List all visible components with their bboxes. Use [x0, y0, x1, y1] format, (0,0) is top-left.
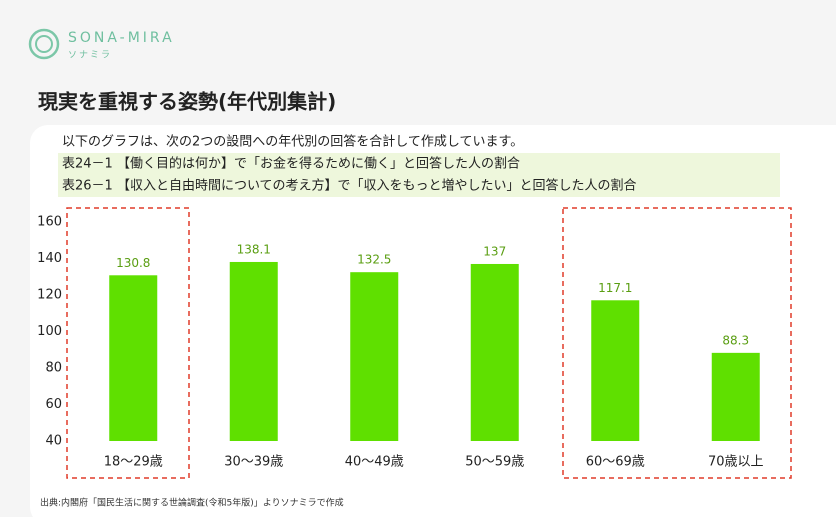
- highlight-box: [562, 207, 792, 479]
- x-tick-label: 30～39歳: [224, 455, 283, 470]
- source: 出典:内閣府「国民生活に関する世論調査(令和5年版)」よりソナミラで作成: [40, 497, 344, 509]
- y-tick-label: 120: [37, 288, 62, 303]
- y-tick-label: 40: [45, 434, 62, 449]
- y-tick-label: 160: [37, 215, 62, 230]
- logo: SONA-MIRA ソナミラ: [28, 28, 175, 61]
- note: 表26－1 【収入と自由時間についての考え方】で「収入をもっと増やしたい」と回答…: [62, 178, 637, 194]
- y-tick-label: 100: [37, 324, 62, 339]
- value-label: 130.8: [116, 256, 150, 270]
- page-title: 現実を重視する姿勢(年代別集計): [38, 90, 336, 114]
- description: 以下のグラフは、次の2つの設問への年代別の回答を合計して作成しています。: [62, 134, 523, 150]
- y-tick-label: 60: [45, 397, 62, 412]
- bar: [229, 261, 278, 441]
- bar: [470, 263, 519, 441]
- bar: [109, 275, 158, 441]
- value-label: 88.3: [722, 333, 749, 347]
- x-tick-label: 40～49歳: [345, 455, 404, 470]
- value-label: 137: [483, 244, 506, 258]
- x-tick-label: 18～29歳: [104, 455, 163, 470]
- highlight-box: [66, 207, 190, 479]
- y-tick-label: 140: [37, 251, 62, 266]
- notes-box: [58, 153, 780, 197]
- note: 表24－1 【働く目的は何か】で「お金を得るために働く」と回答した人の割合: [62, 156, 520, 172]
- x-tick-label: 60～69歳: [586, 455, 645, 470]
- bar: [711, 352, 760, 441]
- logo-kana: ソナミラ: [68, 50, 112, 61]
- x-tick-label: 70歳以上: [708, 455, 764, 470]
- x-tick-label: 50～59歳: [465, 455, 524, 470]
- bar: [350, 272, 399, 441]
- y-tick-label: 80: [45, 361, 62, 376]
- value-label: 117.1: [598, 281, 632, 295]
- value-label: 132.5: [357, 253, 391, 267]
- bar: [591, 300, 640, 441]
- logo-name: SONA-MIRA: [68, 30, 175, 46]
- value-label: 138.1: [237, 242, 271, 256]
